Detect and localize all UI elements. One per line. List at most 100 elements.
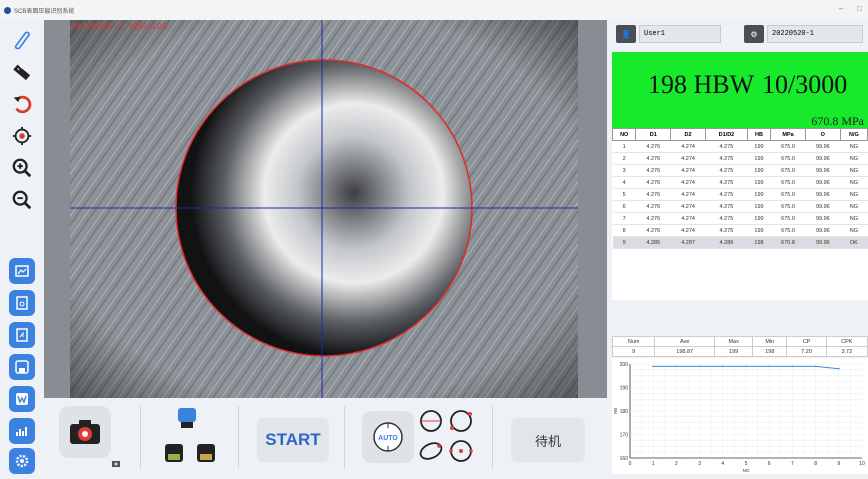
y-tick-label: 160 bbox=[620, 456, 629, 462]
table-cell: 199 bbox=[747, 164, 771, 177]
ellipse-mode-icon[interactable] bbox=[418, 438, 444, 464]
table-cell: 4.287 bbox=[670, 236, 706, 249]
data-point bbox=[675, 365, 678, 368]
table-row[interactable]: 2 4.276 4.274 4.275 199 675.0 99.96 NG bbox=[612, 152, 868, 165]
auto-icon: AUTO bbox=[373, 422, 403, 452]
sample-field[interactable]: 20220520-1 bbox=[767, 25, 863, 43]
circle-mode-1-icon[interactable] bbox=[418, 408, 444, 434]
table-row[interactable]: 4 4.276 4.274 4.275 199 675.0 99.96 NG bbox=[612, 176, 868, 189]
column-header[interactable]: D1/D2 bbox=[704, 128, 748, 141]
table-cell: OK bbox=[840, 236, 868, 249]
result-display: 198 HBW 10/3000 670.8 MPa bbox=[612, 52, 868, 138]
lens-top-icon[interactable] bbox=[176, 406, 198, 432]
table-row[interactable]: 6 4.276 4.274 4.275 199 675.0 99.96 NG bbox=[612, 200, 868, 213]
capture-button[interactable] bbox=[59, 406, 111, 458]
table-cell: NG bbox=[840, 140, 868, 153]
auto-button[interactable]: AUTO bbox=[362, 411, 414, 463]
column-header[interactable]: MPa bbox=[770, 128, 806, 141]
user-icon: 👤 bbox=[616, 25, 636, 43]
column-header[interactable]: N/G bbox=[839, 128, 868, 141]
table-row[interactable]: 3 4.276 4.274 4.275 199 675.0 99.96 NG bbox=[612, 164, 868, 177]
sample-box: ⚙ 20220520-1 bbox=[744, 25, 863, 43]
word-export-button[interactable] bbox=[9, 386, 35, 412]
image-button[interactable] bbox=[9, 258, 35, 284]
hardness-value: 198 HBW bbox=[648, 70, 755, 99]
camera-icon bbox=[70, 420, 100, 444]
table-cell: 199 bbox=[747, 200, 771, 213]
table-row[interactable]: 9 4.285 4.287 4.286 198 670.8 99.96 OK bbox=[612, 236, 868, 249]
settings-button[interactable] bbox=[9, 448, 35, 474]
word-icon bbox=[16, 393, 28, 405]
table-cell: 5 bbox=[612, 188, 636, 201]
zoom-out-tool[interactable] bbox=[8, 186, 36, 214]
column-header[interactable]: D1 bbox=[635, 128, 672, 141]
data-point bbox=[745, 365, 747, 368]
column-header[interactable]: O bbox=[804, 128, 841, 141]
stats-header: Num bbox=[611, 336, 656, 347]
save-button[interactable] bbox=[9, 354, 35, 380]
table-row[interactable]: 1 4.276 4.274 4.275 199 675.0 99.96 NG bbox=[612, 140, 868, 153]
circle-center-mode-icon[interactable] bbox=[448, 438, 474, 464]
lens-right-icon[interactable] bbox=[195, 442, 217, 468]
table-cell: 1 bbox=[612, 140, 636, 153]
x-tick-label: 2 bbox=[675, 461, 678, 467]
target-tool[interactable] bbox=[8, 122, 36, 150]
table-cell: 4 bbox=[612, 176, 636, 189]
maximize-button[interactable]: □ bbox=[857, 4, 862, 13]
image-viewer[interactable]: 20220520-1 HBW/198 bbox=[44, 20, 607, 398]
table-row[interactable]: 7 4.276 4.274 4.275 199 675.0 99.96 NG bbox=[612, 212, 868, 225]
table-cell: 99.96 bbox=[805, 236, 841, 249]
bottom-toolbar: START AUTO 待机 bbox=[44, 398, 607, 474]
table-cell: 99.96 bbox=[805, 140, 841, 153]
statistics-button[interactable] bbox=[9, 418, 35, 444]
title-bar: SCB表面压痕识别系统 – □ bbox=[0, 0, 868, 20]
viewer-right-margin bbox=[578, 20, 607, 398]
table-cell: NG bbox=[840, 176, 868, 189]
table-cell: 199 bbox=[747, 140, 771, 153]
minimize-button[interactable]: – bbox=[838, 4, 844, 13]
stats-header: Max bbox=[714, 336, 754, 347]
ruler-icon bbox=[13, 64, 31, 81]
ruler-tool[interactable] bbox=[8, 58, 36, 86]
x-tick-label: 9 bbox=[837, 461, 840, 467]
undo-icon bbox=[13, 95, 32, 114]
report-button[interactable] bbox=[9, 322, 35, 348]
table-cell: 3 bbox=[612, 164, 636, 177]
small-camera-icon[interactable] bbox=[111, 458, 121, 468]
start-button[interactable]: START bbox=[257, 418, 329, 462]
app-icon bbox=[4, 6, 11, 14]
indentation-image bbox=[70, 20, 578, 398]
stats-value: 199 bbox=[714, 346, 754, 357]
table-cell: 675.0 bbox=[770, 176, 806, 189]
zoom-in-tool[interactable] bbox=[8, 154, 36, 182]
measurement-table: NO D1 D2 D1/D2 HB MPa O N/G 1 4.276 4.274 4.275 199… bbox=[611, 128, 868, 249]
table-cell: 4.276 bbox=[635, 164, 671, 177]
table-row[interactable]: 8 4.276 4.274 4.275 199 675.0 99.96 NG bbox=[612, 224, 868, 237]
status-indicator: 待机 bbox=[511, 418, 585, 462]
table-cell: 199 bbox=[747, 188, 771, 201]
table-cell: 199 bbox=[747, 176, 771, 189]
file-search-icon bbox=[16, 296, 28, 310]
table-cell: 4.274 bbox=[670, 164, 706, 177]
image-icon bbox=[15, 265, 29, 277]
zoom-in-icon bbox=[12, 158, 32, 178]
x-tick-label: 1 bbox=[652, 461, 655, 467]
column-header[interactable]: D2 bbox=[670, 128, 706, 141]
table-cell: 99.96 bbox=[805, 152, 841, 165]
viewer-left-margin bbox=[44, 20, 70, 398]
search-file-button[interactable] bbox=[9, 290, 35, 316]
undo-tool[interactable] bbox=[8, 90, 36, 118]
column-header[interactable]: HB bbox=[746, 128, 772, 141]
stats-header: Min bbox=[752, 336, 788, 347]
table-cell: NG bbox=[840, 188, 868, 201]
data-point bbox=[698, 365, 701, 368]
table-cell: 4.285 bbox=[635, 236, 671, 249]
pencil-tool[interactable] bbox=[8, 26, 36, 54]
y-tick-label: 200 bbox=[620, 362, 629, 368]
table-cell: 6 bbox=[612, 200, 636, 213]
column-header[interactable]: NO bbox=[611, 128, 637, 141]
user-field[interactable]: User1 bbox=[639, 25, 721, 43]
lens-left-icon[interactable] bbox=[163, 442, 185, 468]
table-row[interactable]: 5 4.276 4.274 4.275 199 675.0 99.96 NG bbox=[612, 188, 868, 201]
circle-mode-2-icon[interactable] bbox=[448, 408, 474, 434]
